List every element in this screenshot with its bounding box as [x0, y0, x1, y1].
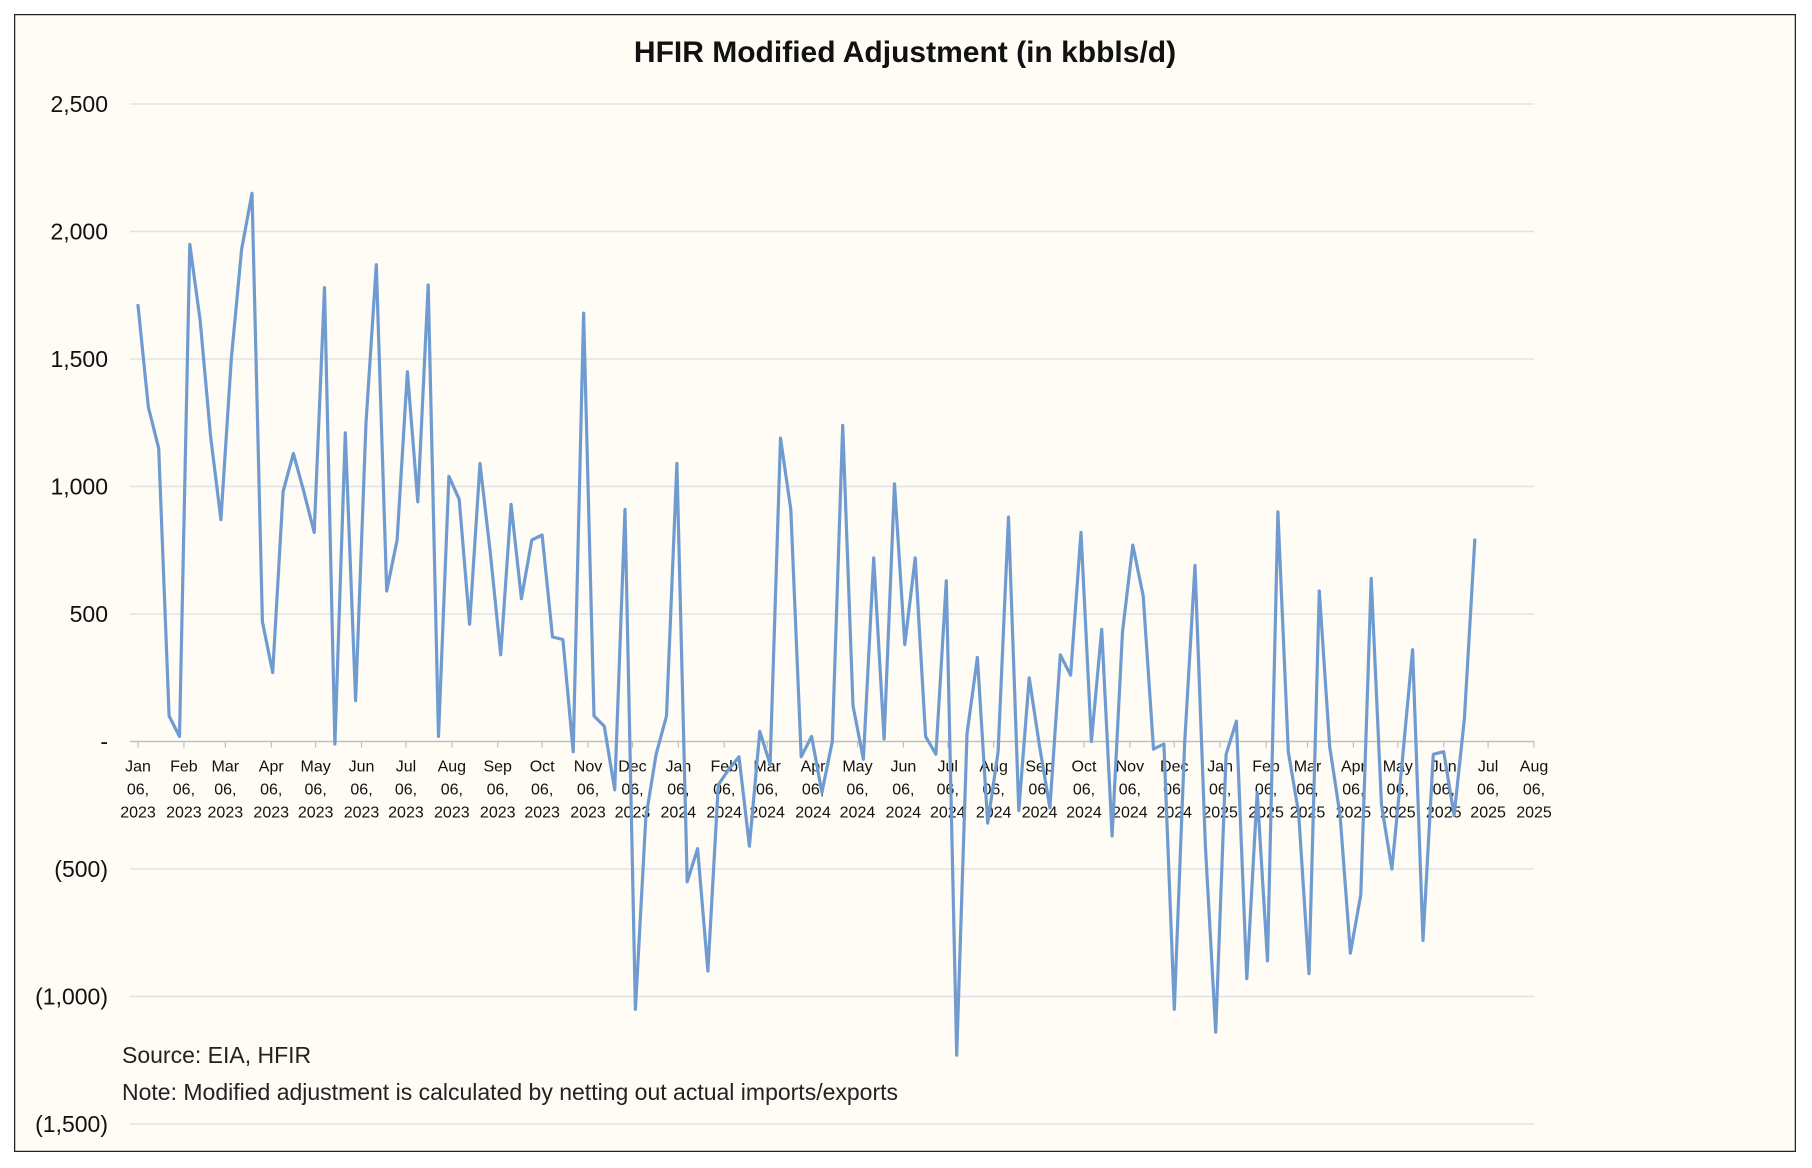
x-tick-label: Aug 06, 2025: [1516, 759, 1552, 822]
y-tick-label: -: [100, 729, 108, 755]
x-tick-label: Jul 06, 2025: [1470, 759, 1506, 822]
y-tick-label: (1,500): [35, 1111, 108, 1137]
chart-title: HFIR Modified Adjustment (in kbbls/d): [634, 36, 1176, 69]
y-tick-label: 1,500: [50, 346, 108, 372]
x-tick-label: Mar 06, 2024: [749, 759, 785, 822]
x-tick-label: May 06, 2025: [1380, 759, 1416, 822]
x-tick-label: Apr 06, 2024: [795, 759, 831, 822]
y-tick-label: (1,000): [35, 984, 108, 1010]
x-tick-label: Jun 06, 2023: [344, 759, 380, 822]
x-tick-label: Oct 06, 2023: [524, 759, 560, 822]
chart-frame: HFIR Modified Adjustment (in kbbls/d) 2,…: [14, 14, 1796, 1152]
data-series-layer: [136, 191, 1477, 1057]
y-tick-label: 2,000: [50, 219, 108, 245]
x-tick-label: May 06, 2023: [298, 759, 334, 822]
x-tick-label: Jan 06, 2023: [120, 759, 156, 822]
source-note: Source: EIA, HFIR: [122, 1042, 311, 1068]
x-tick-label: Jul 06, 2023: [388, 759, 424, 822]
y-tick-label: (500): [54, 856, 108, 882]
x-tick-label: Jul 06, 2024: [930, 759, 966, 822]
x-tick-label: Apr 06, 2023: [253, 759, 289, 822]
x-tick-label: Aug 06, 2023: [434, 759, 470, 822]
y-tick-label: 2,500: [50, 91, 108, 117]
y-axis-tick-labels: 2,500 2,000 1,500 1,000 500 - (500) (1,000) (1,5…: [35, 91, 108, 1137]
x-tick-label: Nov 06, 2024: [1112, 759, 1148, 822]
y-tick-label: 500: [70, 601, 108, 627]
chart-background: [14, 14, 1796, 1152]
y-tick-label: 1,000: [50, 474, 108, 500]
methodology-note: Note: Modified adjustment is calculated …: [122, 1079, 898, 1105]
x-tick-label: Sep 06, 2024: [1022, 759, 1058, 822]
x-tick-label: May 06, 2024: [840, 759, 876, 822]
x-tick-label: Oct 06, 2024: [1066, 759, 1102, 822]
x-tick-label: Sep 06, 2023: [480, 759, 516, 822]
x-tick-label: Mar 06, 2023: [208, 759, 244, 822]
series-line: [136, 191, 1477, 1057]
x-tick-label: Jun 06, 2024: [886, 759, 922, 822]
x-tick-label: Feb 06, 2023: [166, 759, 202, 822]
x-tick-label: Nov 06, 2023: [570, 759, 606, 822]
